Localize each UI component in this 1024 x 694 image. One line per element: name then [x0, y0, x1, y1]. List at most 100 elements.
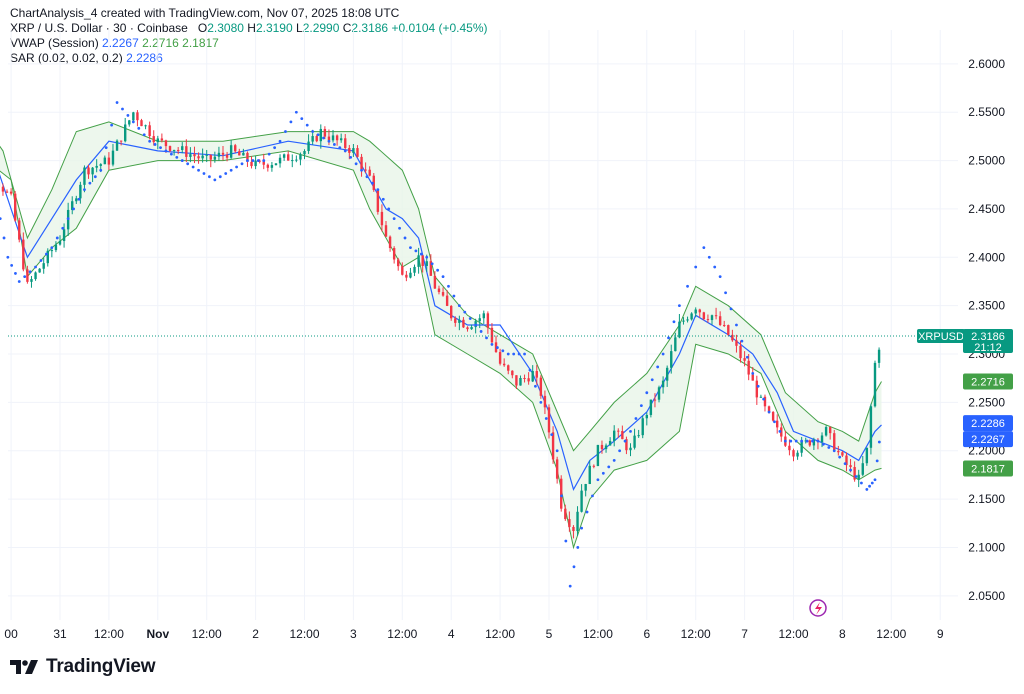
- sar-dot: [148, 139, 152, 143]
- candle-body: [225, 154, 229, 158]
- candle-body: [820, 435, 824, 442]
- candle-body: [502, 363, 506, 366]
- candle-body: [507, 365, 510, 371]
- candle-body: [873, 362, 877, 407]
- sar-dot: [762, 397, 766, 401]
- vwap-legend[interactable]: VWAP (Session) 2.2267 2.2716 2.1817: [10, 36, 488, 51]
- candle-body: [95, 165, 98, 168]
- candle-body: [319, 128, 322, 142]
- sar-dot: [267, 152, 271, 156]
- change-value: +0.0104 (+0.45%): [391, 21, 488, 35]
- candle-body: [649, 399, 653, 415]
- sar-dot: [661, 352, 665, 356]
- candle-body: [75, 198, 78, 202]
- candle-body: [657, 387, 661, 400]
- sar-dot: [773, 420, 776, 424]
- sar-dot: [403, 236, 407, 240]
- sar-dot: [229, 168, 233, 172]
- vwap-lower-tag: 2.1817: [971, 463, 1005, 475]
- x-tick-label: 12:00: [583, 627, 613, 641]
- vwap-label: VWAP (Session): [10, 36, 99, 50]
- sar-dot: [153, 143, 157, 146]
- sar-dot: [849, 468, 852, 472]
- sar-dot: [2, 236, 6, 240]
- sar-dot: [224, 172, 228, 175]
- sar-dot: [457, 304, 461, 308]
- sar-dot: [121, 107, 124, 111]
- low-label: L: [296, 21, 303, 35]
- x-tick-label: 12:00: [681, 627, 711, 641]
- tradingview-logo-icon: [10, 660, 38, 674]
- sar-dot: [419, 252, 423, 256]
- x-tick-label: 12:00: [876, 627, 906, 641]
- candle-body: [201, 155, 204, 159]
- symbol-description[interactable]: XRP / U.S. Dollar · 30 · Coinbase: [10, 21, 188, 35]
- sar-dot: [338, 146, 342, 150]
- sar-dot: [580, 526, 583, 530]
- candle-body: [767, 406, 771, 413]
- vwap-upper-value: 2.2716: [142, 36, 179, 50]
- y-tick-label: 2.5500: [968, 105, 1005, 119]
- candle-body: [266, 164, 270, 168]
- sar-dot: [169, 152, 173, 156]
- candle-body: [335, 135, 339, 141]
- high-label: H: [247, 21, 256, 35]
- candle-body: [250, 161, 253, 167]
- sar-dot: [376, 188, 380, 191]
- x-tick-label: 9: [937, 627, 944, 641]
- candle-body: [824, 427, 828, 436]
- y-tick-label: 2.1000: [968, 540, 1005, 554]
- candle-body: [454, 318, 457, 323]
- sar-dot: [713, 265, 717, 269]
- candle-body: [148, 125, 151, 137]
- sar-dot: [564, 539, 568, 543]
- candle-body: [710, 315, 714, 321]
- x-tick-label: 12:00: [387, 627, 417, 641]
- candle-body: [515, 375, 518, 386]
- candle-body: [132, 112, 135, 121]
- sar-dot: [77, 197, 81, 201]
- sar-dot: [246, 159, 249, 162]
- symbol-tag: XRPUSD: [918, 331, 964, 343]
- sar-dot: [213, 178, 217, 182]
- sar-legend[interactable]: SAR (0.02, 0.02, 0.2) 2.2286: [10, 51, 488, 66]
- candle-body: [490, 327, 494, 343]
- sar-dot: [656, 365, 660, 369]
- sar-dot: [294, 110, 298, 114]
- candle-body: [645, 414, 648, 419]
- sar-dot: [534, 384, 537, 388]
- candle-body: [413, 266, 416, 273]
- sar-dot: [131, 120, 135, 124]
- candle-body: [58, 241, 62, 245]
- sar-dot: [639, 404, 643, 408]
- sar-dot: [414, 249, 418, 253]
- candle-body: [625, 439, 628, 451]
- sar-dot: [512, 352, 516, 356]
- sar-dot: [811, 439, 814, 443]
- sar-dot: [735, 323, 738, 327]
- candle-body: [217, 152, 221, 157]
- candle-body: [71, 201, 74, 210]
- sar-dot: [783, 439, 787, 443]
- sar-dot: [10, 263, 14, 267]
- candle-body: [62, 229, 66, 242]
- x-tick-label: 00: [4, 627, 18, 641]
- close-label: C: [342, 21, 352, 35]
- sar-dot: [474, 323, 478, 327]
- candle-body: [331, 135, 335, 141]
- candle-body: [743, 358, 746, 361]
- sar-dot: [870, 481, 874, 485]
- sar-dot: [343, 149, 347, 153]
- candle-body: [686, 319, 689, 321]
- candle-body: [527, 378, 530, 382]
- candle-body: [360, 156, 363, 170]
- candle-body: [136, 112, 139, 121]
- sar-dot: [208, 175, 211, 179]
- sar-dot: [805, 439, 809, 443]
- candle-body: [124, 124, 127, 142]
- candle-body: [462, 319, 465, 328]
- candle-body: [555, 459, 559, 479]
- candle-body: [30, 279, 33, 282]
- candle-body: [702, 312, 706, 320]
